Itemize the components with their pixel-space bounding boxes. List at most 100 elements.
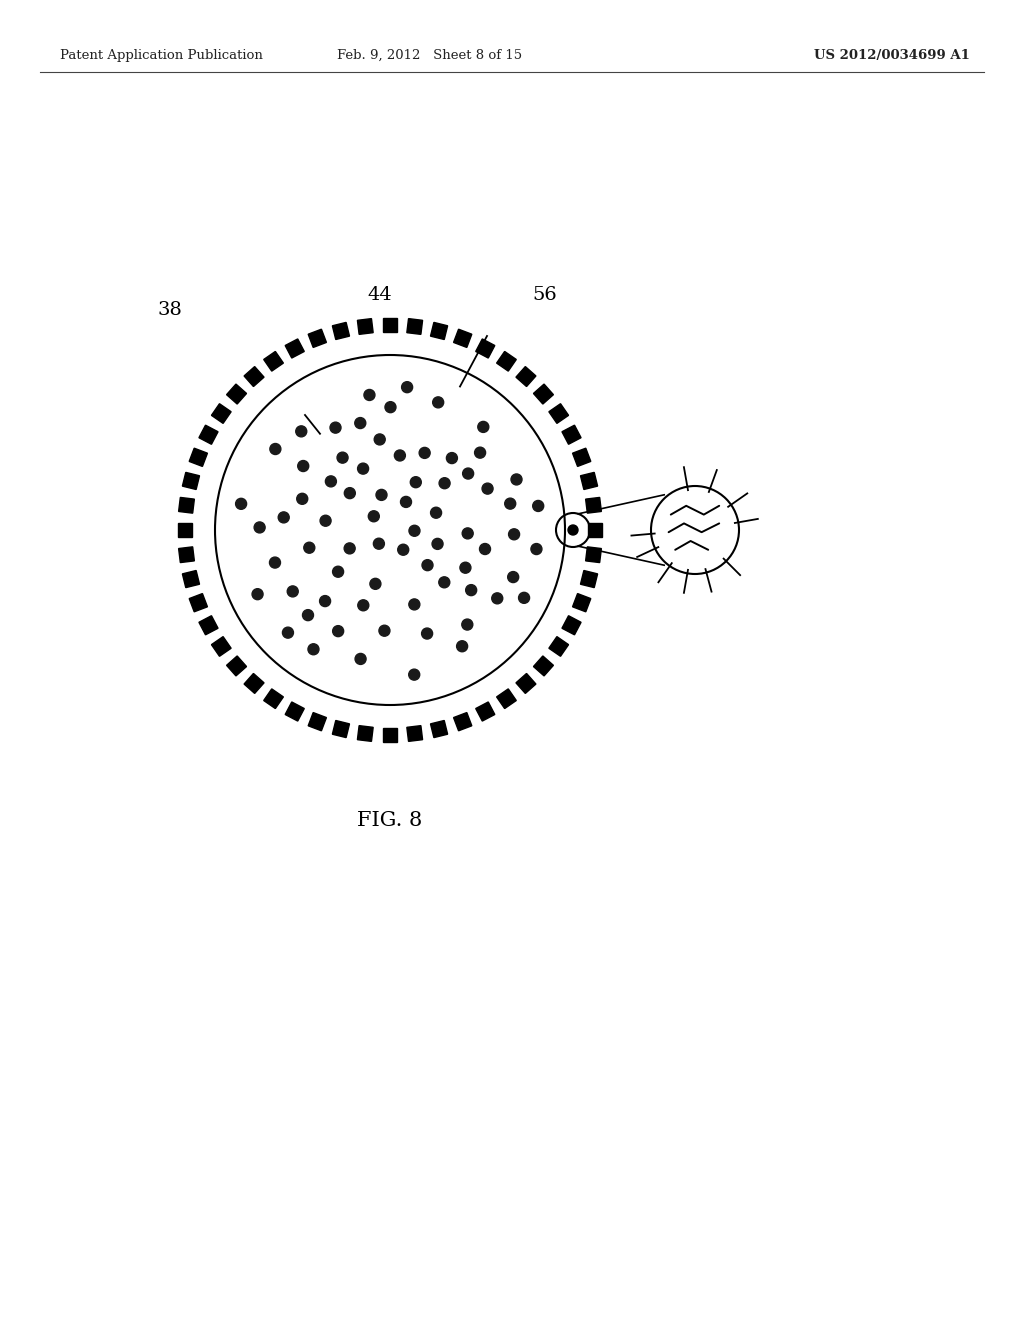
Circle shape — [321, 515, 331, 527]
Circle shape — [463, 469, 474, 479]
Circle shape — [430, 507, 441, 519]
Circle shape — [254, 521, 265, 533]
Circle shape — [400, 496, 412, 507]
Circle shape — [411, 477, 421, 487]
Polygon shape — [407, 318, 423, 334]
Circle shape — [439, 577, 450, 587]
Polygon shape — [407, 726, 423, 742]
Circle shape — [364, 389, 375, 400]
Polygon shape — [199, 425, 218, 445]
Circle shape — [532, 500, 544, 511]
Polygon shape — [189, 594, 208, 611]
Circle shape — [409, 599, 420, 610]
Circle shape — [270, 444, 281, 454]
Circle shape — [302, 610, 313, 620]
Polygon shape — [581, 473, 598, 490]
Circle shape — [357, 463, 369, 474]
Circle shape — [283, 627, 294, 638]
Polygon shape — [430, 721, 447, 738]
Circle shape — [236, 499, 247, 510]
Polygon shape — [562, 425, 581, 445]
Polygon shape — [199, 615, 218, 635]
Circle shape — [269, 557, 281, 568]
Polygon shape — [308, 329, 327, 347]
Circle shape — [355, 653, 366, 664]
Circle shape — [298, 461, 308, 471]
Circle shape — [505, 498, 516, 510]
Text: US 2012/0034699 A1: US 2012/0034699 A1 — [814, 49, 970, 62]
Circle shape — [304, 543, 314, 553]
Polygon shape — [572, 594, 591, 611]
Circle shape — [530, 544, 542, 554]
Circle shape — [466, 585, 477, 595]
Circle shape — [492, 593, 503, 603]
Circle shape — [432, 539, 443, 549]
Circle shape — [333, 626, 344, 636]
Polygon shape — [586, 546, 601, 562]
Circle shape — [409, 669, 420, 680]
Circle shape — [330, 422, 341, 433]
Polygon shape — [516, 673, 536, 693]
Circle shape — [357, 599, 369, 611]
Circle shape — [568, 525, 578, 535]
Circle shape — [508, 572, 519, 582]
Circle shape — [287, 586, 298, 597]
Circle shape — [409, 525, 420, 536]
Polygon shape — [286, 339, 304, 358]
Text: 44: 44 — [368, 286, 392, 304]
Circle shape — [518, 593, 529, 603]
Circle shape — [296, 426, 307, 437]
Polygon shape — [189, 449, 208, 466]
Polygon shape — [383, 727, 397, 742]
Circle shape — [369, 511, 379, 521]
Circle shape — [337, 453, 348, 463]
Circle shape — [394, 450, 406, 461]
Circle shape — [319, 595, 331, 607]
Text: Patent Application Publication: Patent Application Publication — [60, 49, 263, 62]
Polygon shape — [357, 318, 373, 334]
Polygon shape — [454, 329, 472, 347]
Circle shape — [297, 494, 308, 504]
Polygon shape — [572, 449, 591, 466]
Circle shape — [462, 528, 473, 539]
Circle shape — [376, 490, 387, 500]
Circle shape — [478, 421, 488, 433]
Circle shape — [509, 529, 519, 540]
Circle shape — [379, 626, 390, 636]
Polygon shape — [454, 713, 472, 731]
Circle shape — [511, 474, 522, 484]
Polygon shape — [581, 570, 598, 587]
Polygon shape — [178, 546, 195, 562]
Polygon shape — [586, 498, 601, 513]
Circle shape — [401, 381, 413, 392]
Circle shape — [374, 434, 385, 445]
Polygon shape — [182, 473, 200, 490]
Circle shape — [422, 628, 432, 639]
Polygon shape — [430, 322, 447, 339]
Polygon shape — [516, 367, 536, 387]
Polygon shape — [497, 351, 516, 371]
Circle shape — [474, 447, 485, 458]
Polygon shape — [497, 689, 516, 709]
Polygon shape — [264, 351, 284, 371]
Circle shape — [439, 478, 451, 488]
Circle shape — [419, 447, 430, 458]
Circle shape — [651, 486, 739, 574]
Circle shape — [462, 619, 473, 630]
Circle shape — [397, 544, 409, 556]
Circle shape — [385, 401, 396, 413]
Polygon shape — [182, 570, 200, 587]
Polygon shape — [264, 689, 284, 709]
Text: FIG. 8: FIG. 8 — [357, 810, 423, 829]
Polygon shape — [562, 615, 581, 635]
Polygon shape — [286, 702, 304, 721]
Polygon shape — [333, 322, 349, 339]
Circle shape — [354, 417, 366, 429]
Polygon shape — [549, 404, 568, 424]
Circle shape — [308, 644, 318, 655]
Polygon shape — [534, 656, 553, 676]
Polygon shape — [476, 702, 495, 721]
Polygon shape — [226, 656, 247, 676]
Circle shape — [333, 566, 344, 577]
Circle shape — [344, 543, 355, 554]
